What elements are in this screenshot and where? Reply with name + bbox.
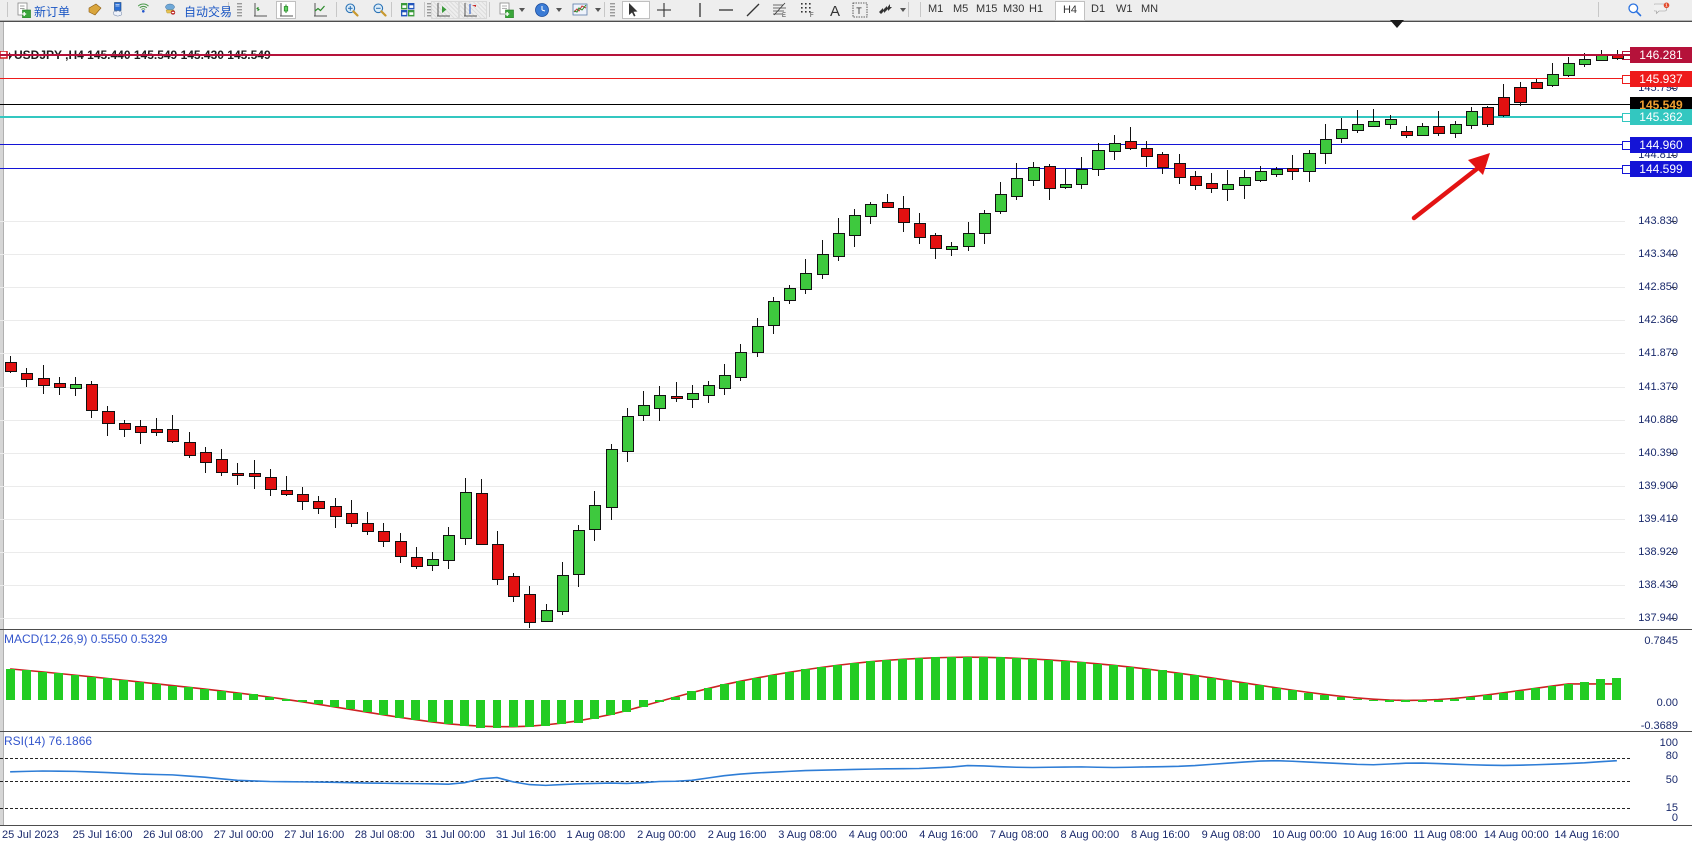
svg-text:T: T (856, 6, 862, 16)
svg-text:F: F (810, 13, 814, 18)
svg-text:E: E (782, 13, 786, 18)
